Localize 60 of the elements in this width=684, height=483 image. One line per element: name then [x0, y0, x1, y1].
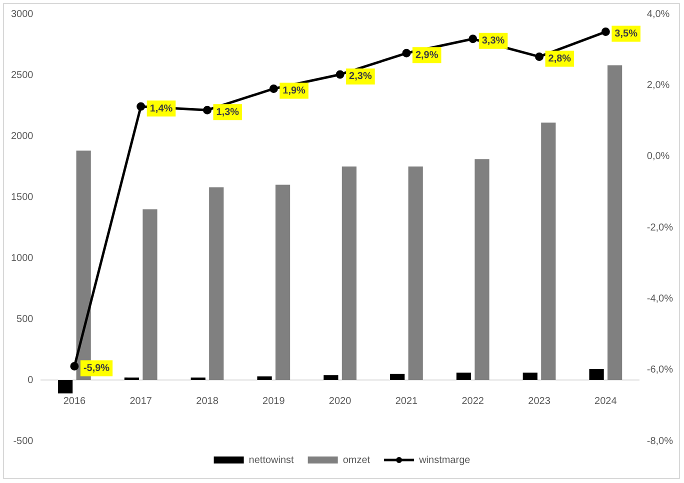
legend-label: winstmarge [418, 454, 471, 466]
bar [275, 184, 290, 380]
y-tick-label: 2000 [10, 130, 34, 142]
point [203, 106, 212, 114]
point [136, 102, 146, 111]
point [601, 28, 610, 36]
data-label: 1,3% [216, 106, 240, 118]
bar [408, 166, 423, 380]
data-label: 2,9% [415, 50, 438, 61]
legend-label: nettowinst [248, 454, 294, 466]
x-tick-label: 2022 [462, 396, 484, 407]
y-tick-label: -500 [13, 436, 34, 447]
bar [589, 369, 604, 380]
x-tick-label: 2016 [63, 396, 86, 407]
x-tick-label: 2023 [528, 396, 551, 407]
y2-tick-label: -8,0% [646, 436, 674, 447]
bar [541, 122, 556, 380]
bar [324, 375, 338, 380]
data-label: 3,3% [482, 36, 505, 47]
y-tick-label: 1000 [10, 252, 34, 264]
bar [456, 372, 472, 380]
y-tick-label: 500 [16, 314, 34, 325]
y-tick-label: 3000 [10, 8, 34, 20]
bar [142, 209, 158, 380]
y-tick-label: 1500 [10, 192, 34, 203]
y-tick-label: 0 [28, 374, 34, 386]
bar [342, 166, 356, 380]
x-tick-label: 2017 [130, 396, 152, 407]
y-tick-label: 2500 [10, 70, 34, 81]
x-tick-label: 2021 [395, 396, 418, 407]
bar [608, 65, 622, 380]
data-label: 1,9% [282, 85, 306, 96]
point [402, 48, 411, 58]
bar [58, 380, 73, 394]
data-label: 2,3% [349, 71, 372, 82]
bar [474, 159, 490, 380]
x-tick-label: 2020 [328, 396, 352, 407]
data-label: -5,9% [83, 363, 110, 374]
point [468, 34, 478, 44]
data-label: 2,8% [548, 53, 572, 64]
data-label: 3,5% [614, 28, 638, 40]
bar [209, 187, 224, 380]
y2-tick-label: -6,0% [646, 364, 674, 376]
y2-tick-label: 0,0% [646, 151, 670, 162]
point [269, 84, 278, 93]
x-tick-label: 2018 [196, 396, 219, 407]
bar [257, 376, 272, 380]
bar [522, 372, 538, 380]
y2-tick-label: 4,0% [646, 8, 670, 20]
y2-tick-label: -4,0% [646, 293, 674, 304]
point [336, 70, 344, 79]
point [70, 362, 79, 371]
x-tick-label: 2019 [262, 396, 286, 407]
data-label: 1,4% [150, 103, 173, 114]
legend-label: omzet [342, 454, 370, 466]
bar [390, 374, 405, 380]
point [535, 52, 544, 61]
y2-tick-label: -2,0% [646, 222, 674, 234]
y2-tick-label: 2,0% [646, 80, 670, 91]
x-tick-label: 2024 [594, 396, 618, 407]
